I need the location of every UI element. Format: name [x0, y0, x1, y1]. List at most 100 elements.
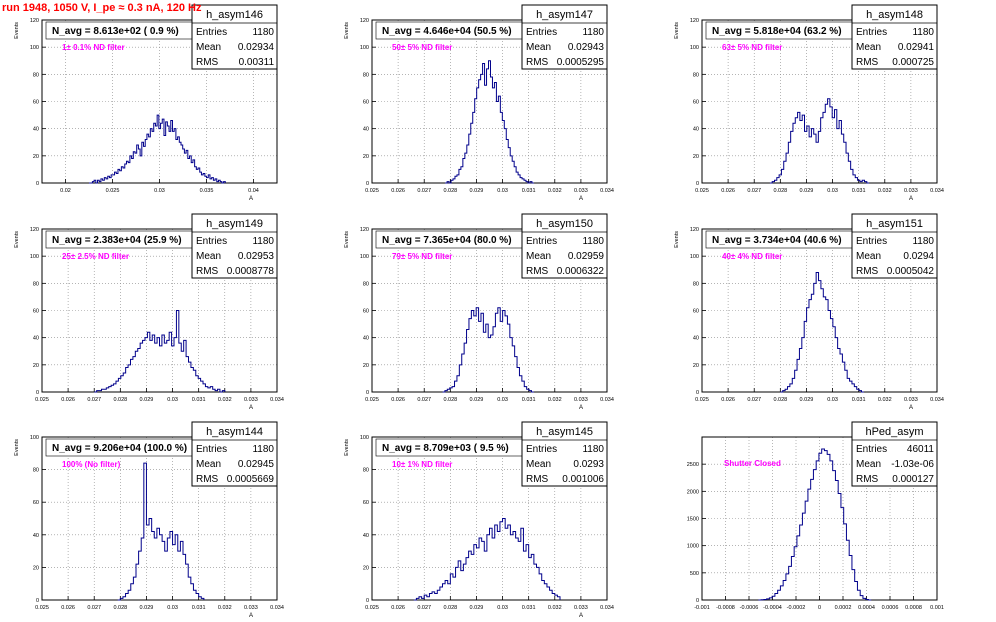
filter-label: 25± 2.5% ND filter [62, 252, 129, 261]
stats-key: RMS [856, 57, 879, 68]
y-tick-label: 0 [366, 181, 369, 187]
y-tick-label: 80 [33, 468, 39, 474]
filter-label: 10± 1% ND filter [392, 460, 452, 469]
x-tick-label: 0.025 [35, 397, 49, 403]
x-tick-label: 0.029 [800, 397, 814, 403]
stats-key: Mean [526, 251, 551, 262]
y-tick-label: 40 [363, 336, 369, 342]
x-tick-label: 0.028 [113, 397, 127, 403]
stats-value: 46011 [907, 444, 935, 455]
stats-value: 0.02934 [238, 42, 275, 53]
stats-value: 0.0008778 [227, 266, 275, 277]
histogram-panel-h_asym150: 0.025 0.026 0.027 0.028 0.029 0.03 0.031 0.032 0… [344, 213, 614, 411]
x-axis-label: A [579, 196, 583, 202]
y-axis-label: Events [14, 439, 20, 456]
stats-value: 0.0005042 [887, 266, 935, 277]
x-tick-label: 0.027 [87, 605, 101, 611]
histogram-panel-h_asym148: 0.025 0.026 0.027 0.028 0.029 0.03 0.031 0.032 0… [674, 4, 944, 202]
x-tick-label: 0.026 [391, 188, 405, 194]
y-tick-label: 40 [693, 336, 699, 342]
navg-label: N_avg = 8.709e+03 ( 9.5 %) [382, 443, 509, 454]
x-tick-label: 0.0002 [835, 605, 852, 611]
x-tick-label: 0.031 [852, 397, 866, 403]
stats-key: RMS [526, 57, 549, 68]
x-tick-label: 0.028 [443, 188, 457, 194]
stats-value: 0.02943 [568, 42, 605, 53]
stats-key: RMS [856, 474, 879, 485]
x-tick-label: 0.028 [443, 397, 457, 403]
y-tick-label: 40 [693, 127, 699, 133]
stats-value: 0.0005669 [227, 474, 275, 485]
stats-title: h_asym146 [206, 9, 263, 21]
stats-key: Mean [196, 459, 221, 470]
stats-key: Entries [856, 444, 887, 455]
navg-label: N_avg = 5.818e+04 (63.2 %) [712, 26, 842, 37]
stats-value: 0.0006322 [557, 266, 605, 277]
x-tick-label: 0.028 [443, 605, 457, 611]
x-tick-label: 0.026 [391, 605, 405, 611]
filter-label: 50± 5% ND filter [392, 43, 452, 52]
stats-key: RMS [196, 266, 219, 277]
stats-box [851, 421, 938, 487]
stats-title: h_asym144 [206, 426, 263, 438]
stats-title: h_asym149 [206, 218, 263, 230]
x-tick-label: -0.0002 [787, 605, 806, 611]
stats-box [191, 421, 278, 487]
run-title: run 1948, 1050 V, I_pe ≈ 0.3 nA, 120 Hz [2, 2, 202, 14]
x-tick-label: 0.025 [365, 188, 379, 194]
y-tick-label: 0 [696, 181, 699, 187]
y-tick-label: 0 [36, 181, 39, 187]
x-axis-label: A [579, 405, 583, 411]
y-tick-label: 80 [363, 468, 369, 474]
histogram-line [117, 462, 205, 601]
stats-value: 0.000725 [892, 57, 934, 68]
x-tick-label: 0.03 [167, 397, 178, 403]
filter-label: 100% (No filter) [62, 460, 121, 469]
y-axis-label: Events [344, 22, 350, 39]
x-tick-label: 0.033 [244, 397, 258, 403]
stats-key: Mean [526, 42, 551, 53]
stats-title: h_asym147 [536, 9, 593, 21]
histogram-line [445, 60, 534, 184]
y-tick-label: 20 [693, 154, 699, 160]
filter-label: 1± 0.1% ND filter [62, 43, 125, 52]
x-tick-label: 0.034 [270, 397, 284, 403]
x-tick-label: 0.026 [61, 605, 75, 611]
x-tick-label: 0.028 [113, 605, 127, 611]
stats-key: RMS [196, 57, 219, 68]
filter-label: Shutter Closed [724, 459, 781, 468]
x-tick-label: 0.035 [200, 188, 214, 194]
y-tick-label: 0 [36, 390, 39, 396]
navg-label: N_avg = 8.613e+02 ( 0.9 %) [52, 26, 179, 37]
y-tick-label: 0 [696, 598, 699, 604]
histogram-line [758, 448, 872, 601]
x-tick-label: 0.026 [721, 397, 735, 403]
x-tick-label: 0.031 [522, 188, 536, 194]
x-tick-label: 0.029 [470, 397, 484, 403]
x-axis-label: A [909, 196, 913, 202]
stats-key: Entries [526, 27, 557, 38]
x-tick-label: 0.029 [470, 188, 484, 194]
x-tick-label: 0.032 [878, 188, 892, 194]
stats-box [191, 213, 278, 279]
stats-value: 0.02945 [238, 459, 275, 470]
x-tick-label: 0.025 [106, 188, 120, 194]
stats-value: 1180 [252, 236, 274, 247]
y-axis-label: Events [674, 231, 680, 248]
x-tick-label: 0.033 [904, 397, 918, 403]
stats-value: 1180 [252, 27, 274, 38]
navg-label: N_avg = 9.206e+04 (100.0 %) [52, 443, 187, 454]
histogram-panel-hPed_asym: -0.001 -0.0008 -0.0006 -0.0004 -0.0002 0 0.000… [687, 421, 944, 611]
histogram-line [442, 307, 534, 393]
y-tick-label: 80 [693, 281, 699, 287]
x-tick-label: 0.026 [721, 188, 735, 194]
stats-value: 0.02941 [898, 42, 935, 53]
stats-key: Mean [196, 251, 221, 262]
x-tick-label: 0.04 [248, 188, 259, 194]
x-tick-label: 0.028 [773, 397, 787, 403]
histogram-panel-h_asym149: 0.025 0.026 0.027 0.028 0.029 0.03 0.031 0.032 0… [14, 213, 284, 411]
stats-value: 0.00311 [239, 57, 275, 68]
stats-value: 0.0294 [903, 251, 934, 262]
stats-key: Entries [856, 27, 887, 38]
y-tick-label: 40 [33, 336, 39, 342]
